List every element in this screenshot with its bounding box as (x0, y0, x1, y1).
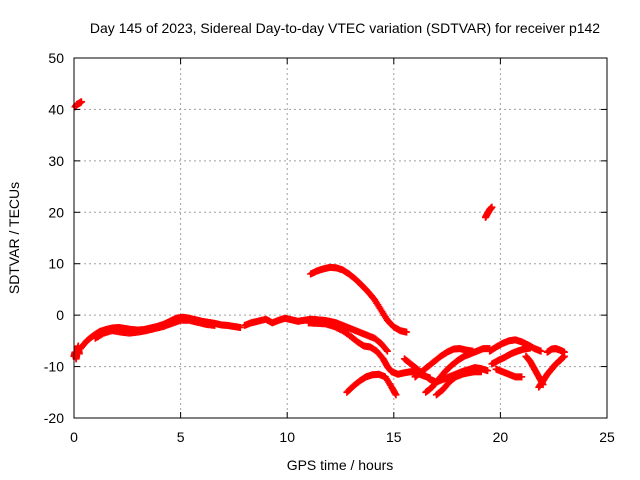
data-point (236, 323, 244, 331)
series-arc-night-5 (535, 352, 568, 391)
data-point (77, 98, 85, 106)
data-point (539, 381, 547, 389)
series-arc-morning-lower (91, 316, 219, 342)
series-arc-night-3 (488, 344, 534, 368)
x-tick-label: 10 (279, 429, 295, 445)
data-point (560, 348, 568, 356)
data-points (70, 98, 568, 399)
series-arc-afternoon-high (307, 263, 411, 336)
x-tick-label: 15 (386, 429, 402, 445)
x-tick-label: 5 (177, 429, 185, 445)
x-tick-label: 20 (493, 429, 509, 445)
series-arc-afternoon-dip (343, 370, 400, 399)
series-arc-start-high (71, 98, 85, 111)
y-tick-labels: -20 -10 0 10 20 30 40 50 (44, 50, 64, 426)
data-point (392, 391, 400, 399)
series-arc-night-7 (522, 352, 547, 389)
y-tick-label: -10 (44, 359, 64, 375)
y-tick-label: 0 (56, 307, 64, 323)
y-tick-label: -20 (44, 410, 64, 426)
data-point (469, 347, 477, 355)
series-arc-night-1 (481, 203, 496, 221)
data-point (403, 328, 411, 336)
y-axis-label: SDTVAR / TECUs (6, 182, 22, 294)
grid (74, 58, 607, 418)
plot-frame (73, 57, 608, 419)
data-point (75, 350, 83, 358)
y-tick-label: 50 (48, 50, 64, 66)
x-tick-label: 25 (599, 429, 615, 445)
y-tick-label: 10 (48, 256, 64, 272)
y-tick-label: 40 (48, 101, 64, 117)
data-point (537, 347, 545, 355)
data-point (382, 346, 390, 354)
data-point (518, 373, 526, 381)
data-point (526, 344, 534, 352)
x-tick-label: 0 (70, 429, 78, 445)
data-point (211, 321, 219, 329)
chart-title: Day 145 of 2023, Sidereal Day-to-day VTE… (90, 20, 600, 36)
y-tick-label: 20 (48, 204, 64, 220)
y-tick-label: 30 (48, 153, 64, 169)
axis-ticks (73, 57, 608, 419)
series-arc-night-6 (543, 345, 568, 356)
data-point (484, 367, 492, 375)
x-axis-label: GPS time / hours (287, 457, 394, 473)
series-arc-evening-4 (432, 368, 485, 399)
data-point (383, 347, 391, 355)
data-point (477, 368, 485, 376)
series-arc-evening-3 (411, 345, 477, 381)
data-point (488, 203, 496, 211)
series-arc-night-4 (492, 365, 526, 381)
series-arc-midday-lower (305, 319, 434, 382)
x-tick-labels: 0 5 10 15 20 25 (70, 429, 615, 445)
